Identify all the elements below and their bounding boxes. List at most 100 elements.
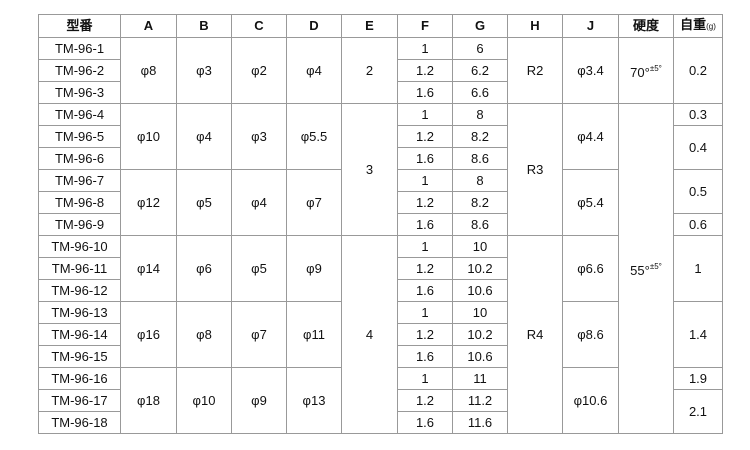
table-cell: 1.2 — [397, 191, 453, 214]
table-cell: 1.2 — [397, 59, 453, 82]
table-cell: 1 — [397, 103, 453, 126]
table-cell: TM-96-17 — [38, 389, 121, 412]
header-cell: G — [452, 14, 508, 38]
table-cell: TM-96-10 — [38, 235, 121, 258]
table-cell: 1.2 — [397, 125, 453, 148]
table-cell: φ16 — [120, 301, 177, 368]
table-cell: 1 — [397, 169, 453, 192]
header-row: 型番 A B C D E F G H J 硬度 自重(g) — [38, 14, 723, 38]
table-cell: φ7 — [231, 301, 287, 368]
table-cell: 10 — [452, 235, 508, 258]
table-cell: TM-96-8 — [38, 191, 121, 214]
header-cell: H — [507, 14, 563, 38]
table-cell: φ12 — [120, 169, 177, 236]
table-row: TM-96-10 φ14 φ6 φ5 φ9 4 1 10 R4 φ6.6 1 — [38, 235, 723, 434]
table-cell: φ13 — [286, 367, 342, 434]
table-cell: 1.2 — [397, 389, 453, 412]
table-cell: 1.6 — [397, 81, 453, 104]
table-cell: 3 — [341, 103, 398, 236]
table-cell: 1.2 — [397, 257, 453, 280]
header-cell: 型番 — [38, 14, 121, 38]
cell-text: 自重 — [680, 17, 707, 32]
table-cell: 0.5 — [673, 169, 723, 214]
spec-table: 型番 A B C D E F G H J 硬度 自重(g) TM-96-1 φ8 φ3 φ2 φ4 2 1 6 R2 φ… — [38, 14, 723, 434]
cell-unit: (g) — [706, 22, 716, 31]
table-cell: 1.6 — [397, 147, 453, 170]
table-row: TM-96-13 φ16 φ8 φ7 φ11 1 10 φ8.6 1.4 — [38, 301, 723, 368]
table-cell: TM-96-4 — [38, 103, 121, 126]
table-cell: 1 — [397, 301, 453, 324]
table-cell: φ11 — [286, 301, 342, 368]
table-cell: R4 — [507, 235, 563, 434]
table-cell: 0.2 — [673, 37, 723, 104]
table-cell: R2 — [507, 37, 563, 104]
table-cell: 8.6 — [452, 213, 508, 236]
table-cell: φ4 — [231, 169, 287, 236]
table-cell: 1 — [673, 235, 723, 302]
table-cell: 8 — [452, 169, 508, 192]
table-cell: φ9 — [286, 235, 342, 302]
table-cell: φ3 — [231, 103, 287, 170]
table-cell: TM-96-14 — [38, 323, 121, 346]
table-cell: 11.2 — [452, 389, 508, 412]
table-cell: R3 — [507, 103, 563, 236]
table-cell: 4 — [341, 235, 398, 434]
table-cell: 11 — [452, 367, 508, 390]
table-cell: φ5.5 — [286, 103, 342, 170]
table-cell: 8 — [452, 103, 508, 126]
table-cell: φ2 — [231, 37, 287, 104]
table-cell: 1.2 — [397, 323, 453, 346]
table-cell: 10.6 — [452, 279, 508, 302]
table-cell: 0.6 — [673, 213, 723, 236]
table-cell: 1 — [397, 367, 453, 390]
table-cell: 1.9 — [673, 367, 723, 390]
table-row: TM-96-16 φ18 φ10 φ9 φ13 1 11 φ10.6 1.9 — [38, 367, 723, 434]
table-cell: TM-96-7 — [38, 169, 121, 192]
table-cell: φ10 — [176, 367, 232, 434]
table-cell: TM-96-9 — [38, 213, 121, 236]
table-cell: 70°±5° — [618, 37, 674, 104]
table-cell: φ10.6 — [562, 367, 619, 434]
table-body: TM-96-1 φ8 φ3 φ2 φ4 2 1 6 R2 φ3.4 70°±5° 0.2 TM-96-2… — [38, 37, 723, 434]
table-cell: φ5 — [176, 169, 232, 236]
table-row: TM-96-9 1.6 8.6 0.6 — [38, 213, 723, 236]
header-cell: A — [120, 14, 177, 38]
header-cell: 自重(g) — [673, 14, 723, 38]
table-cell: 1.6 — [397, 279, 453, 302]
table-row: TM-96-1 φ8 φ3 φ2 φ4 2 1 6 R2 φ3.4 70°±5° 0.2 — [38, 37, 723, 104]
table-cell: 8.2 — [452, 125, 508, 148]
table-cell: φ4 — [176, 103, 232, 170]
table-cell: φ18 — [120, 367, 177, 434]
cell-sup: ±5° — [649, 63, 662, 73]
table-cell: 1.6 — [397, 411, 453, 434]
table-cell: 0.3 — [673, 103, 723, 126]
table-cell: TM-96-13 — [38, 301, 121, 324]
table-cell: TM-96-2 — [38, 59, 121, 82]
table-cell: 10.2 — [452, 323, 508, 346]
table-cell: φ8.6 — [562, 301, 619, 368]
table-cell: 1.6 — [397, 345, 453, 368]
table-cell: φ8 — [120, 37, 177, 104]
table-cell: φ6 — [176, 235, 232, 302]
table-cell: 11.6 — [452, 411, 508, 434]
table-cell: φ8 — [176, 301, 232, 368]
table-cell: φ9 — [231, 367, 287, 434]
table-cell: φ7 — [286, 169, 342, 236]
table-cell: φ14 — [120, 235, 177, 302]
cell-sup: ±5° — [649, 261, 662, 271]
table-cell: φ3.4 — [562, 37, 619, 104]
table-cell: TM-96-15 — [38, 345, 121, 368]
table-cell: 1 — [397, 37, 453, 60]
table-row: TM-96-4 φ10 φ4 φ3 φ5.5 3 1 8 R3 φ4.4 55°±5° 0.3 — [38, 103, 723, 434]
header-cell: D — [286, 14, 342, 38]
table-cell: TM-96-5 — [38, 125, 121, 148]
table-row: TM-96-3 1.6 6.6 — [38, 81, 723, 104]
table-cell: 10.2 — [452, 257, 508, 280]
table-cell: TM-96-18 — [38, 411, 121, 434]
cell-text: 70° — [630, 64, 650, 80]
table-row: TM-96-6 1.6 8.6 — [38, 147, 723, 170]
table-cell: 8.6 — [452, 147, 508, 170]
table-cell: TM-96-12 — [38, 279, 121, 302]
table-cell: 6 — [452, 37, 508, 60]
